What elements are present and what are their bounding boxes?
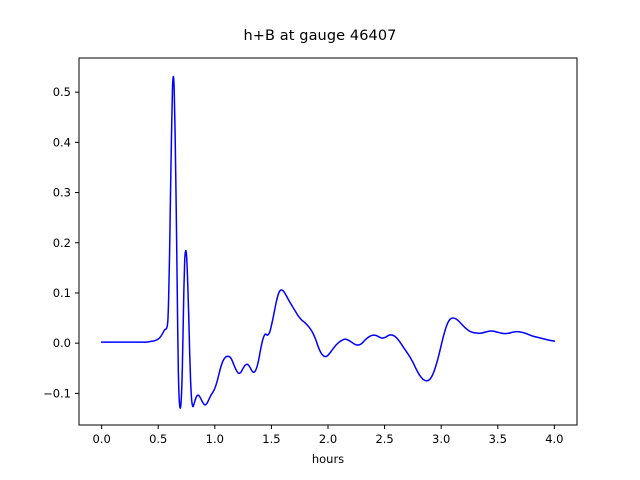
y-tick-label: 0.4	[53, 135, 71, 149]
y-tick-label: 0.0	[53, 336, 71, 350]
y-tick-label: 0.1	[53, 286, 71, 300]
y-tick-label: 0.5	[53, 85, 71, 99]
axes-frame	[78, 57, 578, 426]
x-tick-label: 1.0	[206, 432, 224, 446]
y-axis-ticks: −0.1 0.0 0.1 0.2 0.3 0.4 0.5	[43, 85, 79, 400]
x-tick-label: 2.0	[319, 432, 337, 446]
chart-title: h+B at gauge 46407	[243, 28, 397, 44]
x-tick-label: 3.0	[432, 432, 450, 446]
y-tick-label: −0.1	[43, 386, 71, 400]
x-tick-label: 4.0	[545, 432, 563, 446]
x-axis-ticks: 0.0 0.5 1.0 1.5 2.0 2.5 3.0 3.5 4.0	[92, 425, 564, 446]
line-series-h-plus-b	[100, 75, 556, 409]
x-tick-label: 3.5	[489, 432, 507, 446]
x-tick-label: 0.0	[92, 432, 110, 446]
x-tick-label: 2.5	[375, 432, 393, 446]
x-axis-label: hours	[311, 452, 345, 466]
x-tick-label: 1.5	[262, 432, 280, 446]
y-tick-label: 0.3	[53, 186, 71, 200]
x-tick-label: 0.5	[149, 432, 167, 446]
data-series-layer	[100, 75, 556, 409]
y-tick-label: 0.2	[53, 236, 71, 250]
